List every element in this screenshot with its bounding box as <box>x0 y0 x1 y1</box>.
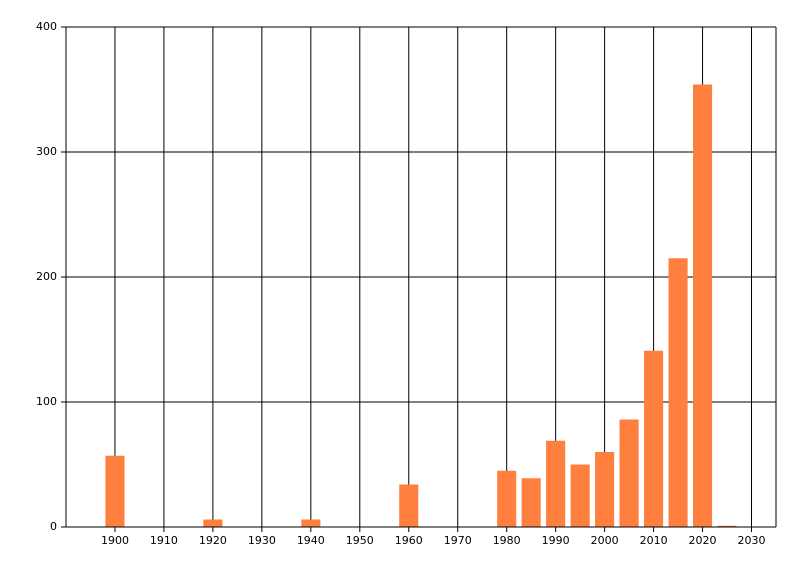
y-tick-label: 300 <box>36 145 57 158</box>
bar <box>668 258 688 527</box>
bar <box>399 484 419 527</box>
bar <box>595 452 615 527</box>
y-tick-label: 400 <box>36 20 57 33</box>
bar <box>521 478 541 527</box>
x-tick-label: 2030 <box>738 534 766 547</box>
y-tick-label: 200 <box>36 270 57 283</box>
x-tick-label: 1910 <box>150 534 178 547</box>
bar <box>693 84 713 527</box>
bar <box>546 440 566 527</box>
x-tick-label: 1980 <box>493 534 521 547</box>
x-tick-label: 1930 <box>248 534 276 547</box>
x-tick-label: 1950 <box>346 534 374 547</box>
bar <box>105 455 125 527</box>
x-tick-label: 1940 <box>297 534 325 547</box>
x-tick-label: 2010 <box>640 534 668 547</box>
bar <box>717 525 737 527</box>
bar <box>619 419 639 527</box>
y-tick-label: 0 <box>50 520 57 533</box>
x-tick-label: 2000 <box>591 534 619 547</box>
bar <box>203 519 223 527</box>
x-tick-label: 1970 <box>444 534 472 547</box>
y-tick-label: 100 <box>36 395 57 408</box>
x-tick-label: 2020 <box>689 534 717 547</box>
bar <box>301 519 321 527</box>
x-tick-label: 1990 <box>542 534 570 547</box>
x-tick-label: 1920 <box>199 534 227 547</box>
bar <box>644 350 664 527</box>
bar <box>497 470 517 527</box>
bar <box>570 464 590 527</box>
x-tick-label: 1960 <box>395 534 423 547</box>
x-tick-label: 1900 <box>101 534 129 547</box>
